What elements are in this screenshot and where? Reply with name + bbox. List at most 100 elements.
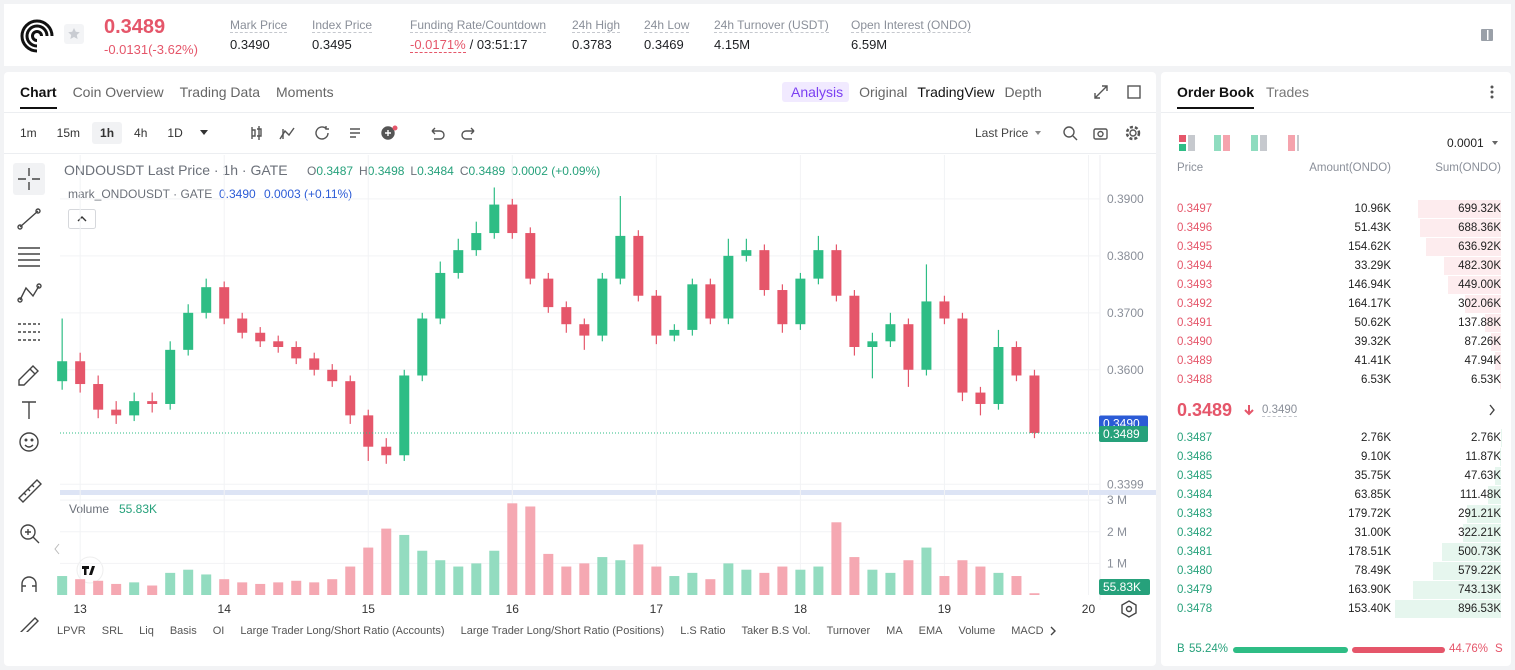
order-row[interactable]: 0.3483 179.72K 291.21K: [1161, 505, 1511, 524]
order-price: 0.3496: [1177, 222, 1213, 234]
dropdown-caret[interactable]: [1034, 130, 1042, 136]
view-tab-label: Depth: [1004, 84, 1042, 100]
interval[interactable]: 4h: [134, 126, 148, 140]
price-type[interactable]: Last Price: [975, 126, 1029, 140]
depth-bar: [1495, 352, 1501, 370]
order-row[interactable]: 0.3493 146.94K 449.00K: [1161, 276, 1511, 295]
indicator[interactable]: LPVR: [57, 625, 86, 637]
tab[interactable]: Trading Data: [179, 84, 261, 100]
order-amount: 41.41K: [1354, 355, 1391, 367]
layout-toggles[interactable]: [1179, 135, 1299, 151]
view-tab-active[interactable]: TradingView: [917, 84, 994, 100]
book-last-price: 0.3489: [1177, 400, 1233, 420]
depth-bar: [1441, 543, 1501, 561]
tab-active[interactable]: Chart: [20, 84, 57, 109]
tradingview-badge: [76, 556, 104, 584]
scroll-left[interactable]: [52, 542, 62, 556]
indicator[interactable]: MA: [886, 625, 903, 637]
interval[interactable]: 15m: [56, 126, 81, 140]
order-row[interactable]: 0.3496 51.43K 688.36K: [1161, 219, 1511, 238]
legend-mark-change: 0.0003 (+0.11%): [264, 187, 353, 201]
chart-tools[interactable]: [248, 124, 408, 142]
ohlc-item: L0.3484: [410, 164, 453, 178]
tab[interactable]: Moments: [276, 84, 334, 100]
order-sum: 636.92K: [1458, 241, 1501, 253]
depth-bar: [1413, 581, 1501, 599]
indicator[interactable]: Basis: [169, 625, 197, 637]
indicator[interactable]: OI: [212, 625, 225, 637]
dropdown-caret[interactable]: [199, 129, 209, 137]
order-row[interactable]: 0.3495 154.62K 636.92K: [1161, 238, 1511, 257]
dropdown-caret[interactable]: [1491, 140, 1499, 146]
favorite-star[interactable]: [64, 24, 84, 44]
indicator[interactable]: Liq: [139, 625, 154, 637]
interval[interactable]: 1h: [92, 122, 123, 144]
order-row[interactable]: 0.3485 35.75K 47.63K: [1161, 467, 1511, 486]
view-tab[interactable]: Depth: [1004, 84, 1041, 100]
ohlc-value: 0.3487: [316, 164, 354, 178]
depth-bar: [1432, 562, 1501, 580]
order-row[interactable]: 0.3497 10.96K 699.32K: [1161, 200, 1511, 219]
interval[interactable]: 1D: [167, 126, 183, 140]
indicator[interactable]: MACD: [1011, 625, 1044, 637]
tab-active[interactable]: Order Book: [1177, 84, 1255, 109]
divider: [4, 112, 1156, 113]
order-row[interactable]: 0.3478 153.40K 896.53K: [1161, 600, 1511, 619]
collapse-button[interactable]: [68, 209, 96, 229]
order-sum: 896.53K: [1458, 603, 1501, 615]
order-row[interactable]: 0.3484 63.85K 111.48K: [1161, 486, 1511, 505]
undo-redo[interactable]: [428, 125, 478, 141]
order-price: 0.3482: [1177, 527, 1213, 539]
indicator[interactable]: Large Trader Long/Short Ratio (Accounts): [240, 625, 445, 637]
order-row[interactable]: 0.3479 163.90K 743.13K: [1161, 581, 1511, 600]
more-icon[interactable]: [1489, 84, 1495, 100]
ohlc-item: O0.3487: [307, 164, 353, 178]
precision[interactable]: 0.0001: [1447, 136, 1484, 150]
book-icon[interactable]: [1480, 28, 1494, 42]
ohlc-value: 0.3489: [468, 164, 506, 178]
chevron[interactable]: [1488, 404, 1496, 416]
order-row[interactable]: 0.3486 9.10K 11.87K: [1161, 448, 1511, 467]
chart-panel: Chart Coin Overview Trading Data Moments An…: [4, 72, 1156, 666]
interval[interactable]: 1m: [20, 126, 37, 140]
stat-value: 4.15M: [714, 37, 751, 52]
indicator[interactable]: L.S Ratio: [680, 625, 726, 637]
indicator[interactable]: Taker B.S Vol.: [741, 625, 811, 637]
order-row[interactable]: 0.3480 78.49K 579.22K: [1161, 562, 1511, 581]
view-tab[interactable]: Analysis: [782, 82, 850, 102]
intervals: 1m 15m 1h 4h 1D: [12, 122, 191, 144]
axis-settings[interactable]: [1120, 600, 1138, 618]
order-row[interactable]: 0.3489 41.41K 47.94K: [1161, 352, 1511, 371]
scroll-right[interactable]: [1048, 625, 1058, 637]
chart-actions[interactable]: [1062, 125, 1148, 141]
indicator[interactable]: Volume: [958, 625, 996, 637]
order-row[interactable]: 0.3492 164.17K 302.06K: [1161, 295, 1511, 314]
legend-mark-value: 0.3490: [219, 187, 256, 201]
tab[interactable]: Coin Overview: [72, 84, 164, 100]
buy-key: B: [1177, 643, 1185, 655]
drawing-tools[interactable]: [12, 162, 46, 632]
order-sum: 449.00K: [1458, 279, 1501, 291]
volume-label: Volume: [69, 502, 110, 516]
order-row[interactable]: 0.3481 178.51K 500.73K: [1161, 543, 1511, 562]
order-sum: 11.87K: [1465, 451, 1501, 463]
order-row[interactable]: 0.3488 6.53K 6.53K: [1161, 371, 1511, 390]
depth-bar: [1495, 467, 1501, 485]
order-row[interactable]: 0.3482 31.00K 322.21K: [1161, 524, 1511, 543]
depth-bar: [1499, 448, 1501, 466]
order-row[interactable]: 0.3490 39.32K 87.26K: [1161, 333, 1511, 352]
order-row[interactable]: 0.3494 33.29K 482.30K: [1161, 257, 1511, 276]
down-arrow: [1244, 405, 1254, 416]
view-tab[interactable]: Original: [859, 84, 907, 100]
indicator[interactable]: SRL: [101, 625, 124, 637]
indicator[interactable]: EMA: [918, 625, 943, 637]
indicator[interactable]: Turnover: [826, 625, 871, 637]
depth-bar: [1490, 333, 1501, 351]
window-icon[interactable]: [1127, 85, 1141, 99]
order-row[interactable]: 0.3487 2.76K 2.76K: [1161, 429, 1511, 448]
indicator[interactable]: Large Trader Long/Short Ratio (Positions…: [460, 625, 665, 637]
order-price: 0.3484: [1177, 489, 1213, 501]
tab[interactable]: Trades: [1266, 84, 1310, 100]
expand-icon[interactable]: [1094, 85, 1108, 99]
order-row[interactable]: 0.3491 50.62K 137.88K: [1161, 314, 1511, 333]
